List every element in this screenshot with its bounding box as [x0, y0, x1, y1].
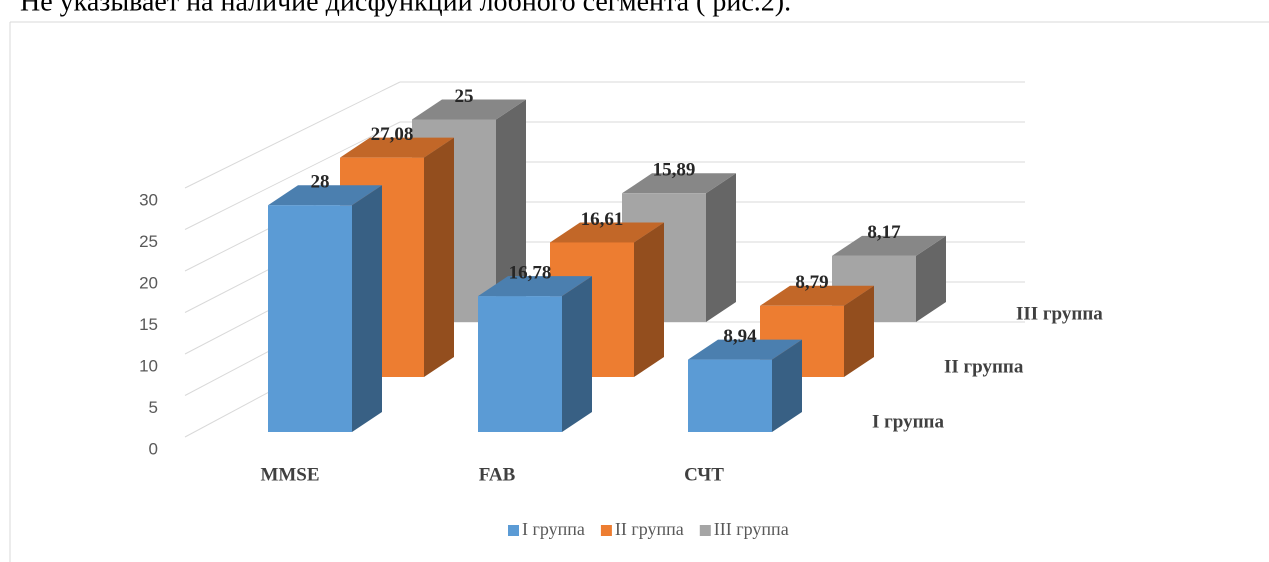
bar-side: [844, 285, 874, 377]
data-label: 16,61: [581, 209, 624, 230]
x-tick-label: MMSE: [260, 464, 319, 485]
data-label: 27,08: [371, 124, 414, 145]
bar: [688, 359, 772, 432]
y-tick-label: 30: [139, 190, 158, 209]
bar-top: [622, 173, 736, 194]
legend-label: III группа: [714, 519, 789, 539]
y-tick-label: 5: [149, 398, 158, 417]
depth-label: II группа: [944, 356, 1024, 377]
data-label: 8,17: [867, 222, 901, 243]
data-label: 15,89: [653, 160, 696, 181]
bar-top: [412, 99, 526, 120]
legend-swatch: [699, 525, 711, 536]
bar-side: [424, 137, 454, 377]
depth-label: I группа: [872, 411, 944, 432]
legend-label: I группа: [522, 519, 585, 539]
bar-top: [340, 137, 454, 158]
grid-line: [184, 81, 401, 189]
bar-side: [634, 222, 664, 377]
grid-line: [184, 121, 401, 230]
bar-top: [688, 339, 802, 360]
y-tick-label: 20: [139, 273, 158, 292]
data-label: 28: [311, 172, 330, 193]
y-tick-label: 0: [149, 439, 158, 458]
legend-swatch: [508, 525, 519, 536]
bar-top: [268, 185, 382, 206]
bar: [478, 296, 562, 432]
data-label: 16,78: [509, 262, 552, 283]
legend-label: II группа: [615, 519, 684, 539]
legend-swatch: [600, 525, 612, 536]
bar-side: [772, 339, 802, 432]
bar-top: [832, 235, 946, 256]
x-tick-label: СЧТ: [684, 464, 724, 485]
bar-side: [916, 235, 946, 322]
y-tick-label: 10: [139, 356, 158, 375]
bar-side: [496, 99, 526, 322]
data-label: 8,79: [795, 272, 828, 293]
bar-side: [706, 173, 736, 322]
data-label: 8,94: [723, 326, 757, 347]
bar-top: [550, 222, 664, 243]
bar-top: [478, 276, 592, 297]
data-label: 25: [455, 86, 474, 107]
caption: Не указывает на наличие дисфункции лобно…: [20, 0, 791, 17]
depth-label: III группа: [1016, 303, 1103, 324]
bar-side: [352, 185, 382, 432]
y-tick-label: 15: [139, 315, 158, 334]
x-tick-label: FAB: [479, 464, 516, 485]
y-tick-label: 25: [139, 232, 158, 251]
bar: [268, 205, 352, 432]
bar-side: [562, 276, 592, 432]
bar-top: [760, 285, 874, 306]
